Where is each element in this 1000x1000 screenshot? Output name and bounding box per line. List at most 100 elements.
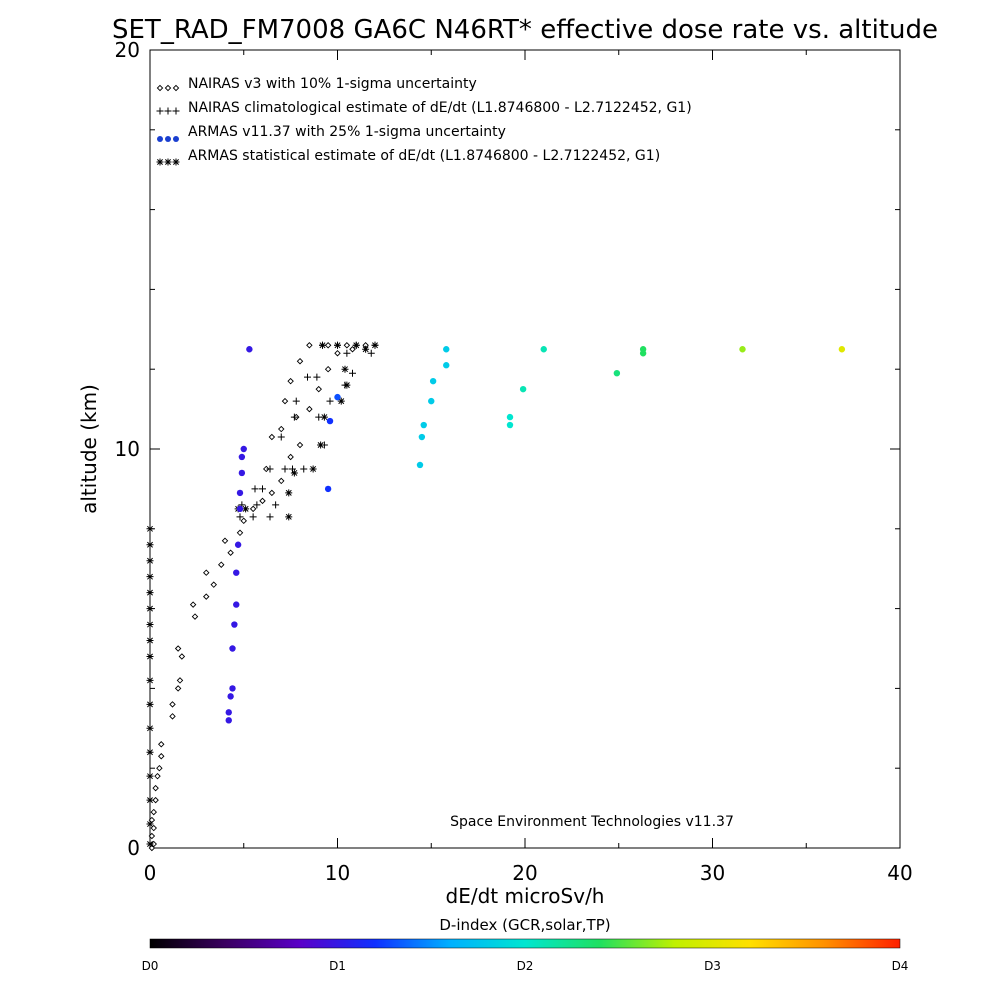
armas-statistical-point xyxy=(146,541,154,549)
armas-statistical-point xyxy=(290,469,298,477)
legend-label: NAIRAS v3 with 10% 1-sigma uncertainty xyxy=(188,76,477,92)
armas-statistical-point xyxy=(146,573,154,581)
armas-statistical-point xyxy=(334,341,341,349)
nairas-climatology-point xyxy=(300,465,308,473)
nairas-data-point xyxy=(203,593,210,600)
nairas-data-point xyxy=(281,397,289,405)
nairas-data-point xyxy=(287,453,294,461)
nairas-data-point xyxy=(324,365,332,373)
armas-data-point xyxy=(639,346,647,353)
nairas-data-point xyxy=(259,497,266,505)
nairas-data-point xyxy=(249,505,257,513)
chart-title: SET_RAD_FM7008 GA6C N46RT* effective dos… xyxy=(112,15,938,45)
axis-ticks xyxy=(149,49,901,849)
legend-label: ARMAS v11.37 with 25% 1-sigma uncertaint… xyxy=(188,124,506,140)
legend-marker xyxy=(172,84,180,92)
legend-marker xyxy=(156,84,164,92)
armas-data-point xyxy=(418,433,426,441)
nairas-data-point xyxy=(296,441,304,449)
nairas-data-point xyxy=(158,752,165,760)
armas-statistical-point xyxy=(146,525,154,533)
nairas-data-point xyxy=(324,342,332,349)
legend-marker xyxy=(173,136,179,142)
armas-data-point xyxy=(739,346,746,353)
armas-data-point xyxy=(613,369,621,377)
nairas-data-point xyxy=(315,385,322,393)
axis-tick-labels: 0 10 20 30 40 0 10 20 xyxy=(115,38,913,885)
nairas-climatology-point xyxy=(326,397,334,405)
nairas-climatology-point xyxy=(253,501,261,509)
nairas-climatology-point xyxy=(277,433,285,441)
armas-data-point xyxy=(225,717,232,724)
armas-data-point xyxy=(233,601,240,608)
armas-statistical-point xyxy=(343,381,351,389)
nairas-data-point xyxy=(148,832,156,840)
legend-marker xyxy=(156,158,164,166)
nairas-data-point xyxy=(169,713,176,720)
armas-statistical-point xyxy=(146,605,154,613)
nairas-climatology-point xyxy=(281,465,289,473)
armas-data-point xyxy=(324,485,332,493)
armas-data-point xyxy=(519,385,527,393)
nairas-data-point xyxy=(176,677,184,684)
armas-statistical-point xyxy=(352,341,360,349)
nairas-data-point xyxy=(150,808,157,816)
nairas-climatology-point xyxy=(266,465,274,473)
nairas-data-point xyxy=(221,537,229,545)
nairas-data-point xyxy=(158,741,165,748)
nairas-data-point xyxy=(306,405,313,413)
colorbar xyxy=(149,938,901,949)
armas-data-point xyxy=(428,397,435,405)
nairas-climatology-point xyxy=(304,373,311,381)
y-axis-label: altitude (km) xyxy=(77,384,101,514)
armas-data-point xyxy=(416,461,424,469)
nairas-climatology-point xyxy=(266,513,274,521)
armas-statistical-point xyxy=(242,505,250,513)
armas-data-point xyxy=(506,421,514,429)
nairas-data-point xyxy=(306,342,313,349)
y-tick-label: 0 xyxy=(127,836,140,860)
legend-marker xyxy=(164,107,172,115)
armas-data-point xyxy=(227,693,234,700)
armas-statistical-point xyxy=(341,365,349,373)
armas-statistical-point xyxy=(146,557,154,565)
armas-data-point xyxy=(225,709,232,716)
nairas-data-point xyxy=(154,772,161,780)
armas-data-point xyxy=(838,346,846,353)
legend-marker xyxy=(164,84,172,92)
armas-data-point xyxy=(238,469,246,477)
x-tick-label: 20 xyxy=(512,861,537,885)
armas-statistical-point xyxy=(146,700,154,708)
nairas-data-point xyxy=(174,685,182,692)
armas-statistical-point xyxy=(146,621,154,629)
plot-frame xyxy=(149,49,901,849)
armas-statistical-point xyxy=(146,840,154,848)
armas-data-point xyxy=(443,346,450,353)
nairas-data-point xyxy=(150,840,157,848)
x-axis-label: dE/dt microSv/h xyxy=(446,884,605,908)
nairas-data-point xyxy=(156,764,163,772)
armas-statistical-point xyxy=(319,341,326,349)
legend-label: ARMAS statistical estimate of dE/dt (L1.… xyxy=(188,148,660,164)
nairas-data-point xyxy=(263,465,270,473)
armas-data-point xyxy=(429,377,437,385)
legend-marker xyxy=(172,158,180,166)
armas-data-point xyxy=(420,421,427,429)
armas-data-point xyxy=(229,685,236,692)
colorbar-labels: D0 D1 D2 D3 D4 xyxy=(142,959,909,973)
nairas-data-point xyxy=(152,796,159,804)
legend-marker xyxy=(164,158,172,166)
nairas-data-point xyxy=(278,425,285,433)
colorbar-tick-label: D0 xyxy=(142,959,159,973)
nairas-data-point xyxy=(169,701,176,708)
series-diamond xyxy=(148,342,369,852)
armas-statistical-point xyxy=(146,637,154,645)
armas-statistical-point xyxy=(146,796,154,804)
nairas-data-point xyxy=(268,433,276,441)
armas-statistical-point xyxy=(146,652,154,660)
nairas-data-point xyxy=(152,784,159,792)
legend-item: ARMAS v11.37 with 25% 1-sigma uncertaint… xyxy=(157,124,506,142)
legend-label: NAIRAS climatological estimate of dE/dt … xyxy=(188,100,692,116)
nairas-data-point xyxy=(268,489,276,497)
legend: NAIRAS v3 with 10% 1-sigma uncertainty NA… xyxy=(156,76,692,166)
